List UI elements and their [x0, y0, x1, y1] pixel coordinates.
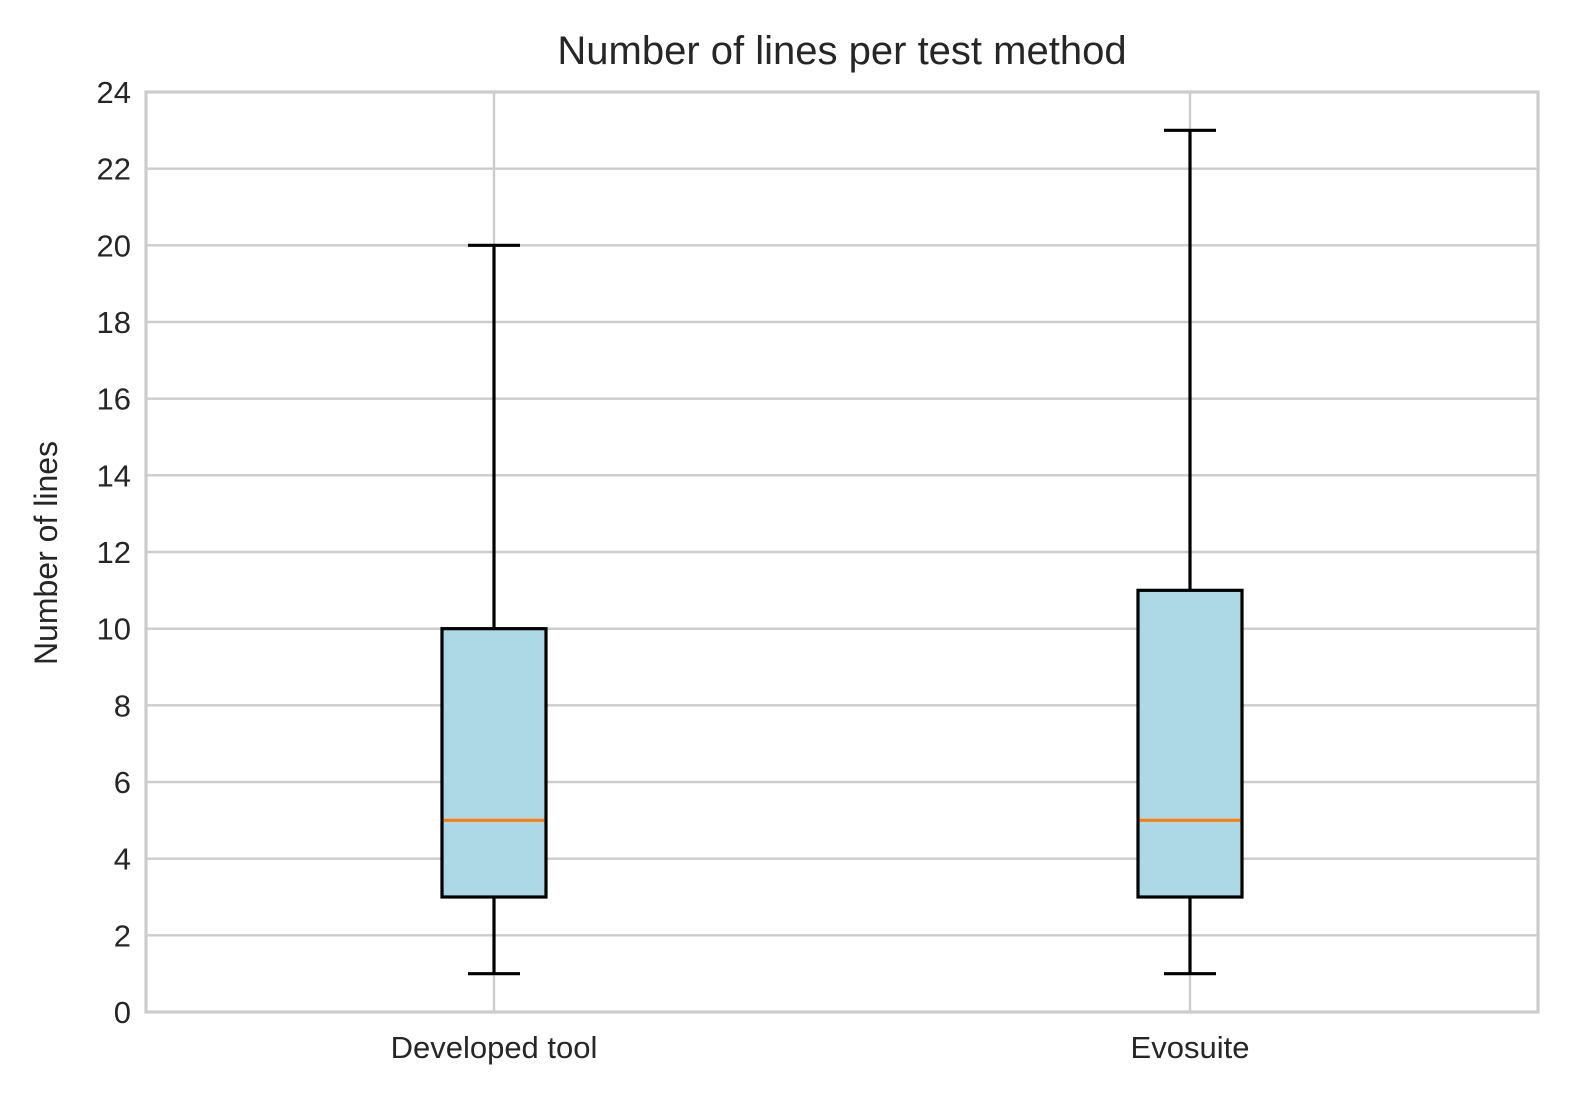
grid-lines: [146, 90, 1538, 1014]
y-tick-label: 22: [97, 152, 131, 187]
y-tick-label: 18: [97, 305, 131, 340]
y-tick-label: 4: [114, 842, 131, 877]
x-tick-label: Developed tool: [391, 1030, 598, 1065]
chart-title: Number of lines per test method: [557, 29, 1126, 73]
y-tick-label: 6: [114, 765, 131, 800]
box-group: [1136, 128, 1244, 976]
y-tick-label: 12: [97, 535, 131, 570]
box-series: [440, 128, 1244, 976]
y-axis-title: Number of lines: [28, 441, 64, 665]
plot-frame: [144, 90, 1540, 1014]
y-tick-label: 8: [114, 688, 131, 723]
iqr-box: [440, 627, 548, 899]
y-tick-label: 24: [97, 75, 131, 110]
y-tick-label: 20: [97, 228, 131, 263]
y-tick-label: 16: [97, 382, 131, 417]
iqr-box: [1136, 588, 1244, 899]
box-group: [440, 243, 548, 976]
y-tick-label: 0: [114, 995, 131, 1030]
y-tick-label: 2: [114, 918, 131, 953]
x-tick-label: Evosuite: [1131, 1030, 1250, 1065]
y-tick-label: 14: [97, 458, 131, 493]
y-tick-label: 10: [97, 612, 131, 647]
plot-border: [144, 90, 1540, 1014]
